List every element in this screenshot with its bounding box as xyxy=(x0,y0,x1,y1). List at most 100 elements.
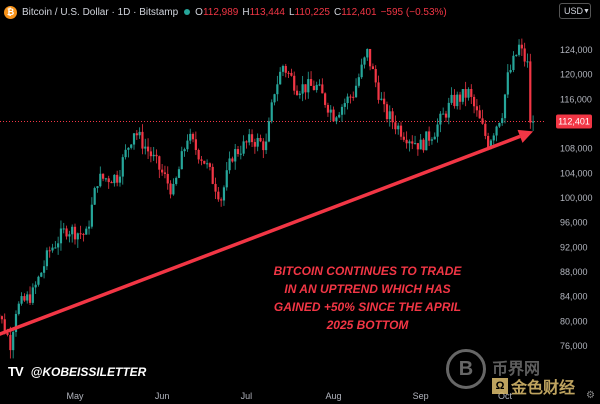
candle-body xyxy=(189,133,192,141)
candle-body xyxy=(65,228,68,237)
candle-body xyxy=(495,126,498,136)
candle-body xyxy=(177,169,181,178)
candle-body xyxy=(79,233,82,235)
candle-body xyxy=(205,163,209,165)
candle-body xyxy=(279,71,282,85)
candle-body xyxy=(340,106,344,115)
currency-selector[interactable]: USD ▼ xyxy=(559,3,591,19)
candle-body xyxy=(234,149,237,162)
candle-body xyxy=(191,133,195,140)
candle-body xyxy=(354,85,358,98)
candle-body xyxy=(290,72,293,76)
y-tick-label: 76,000 xyxy=(560,341,588,351)
candle-body xyxy=(85,228,88,235)
candle-body xyxy=(517,44,521,55)
candle-body xyxy=(326,104,330,113)
candle-body xyxy=(172,183,175,195)
watermark-logo-icon: Ω xyxy=(492,378,508,394)
candle-body xyxy=(422,139,425,151)
annotation-line-4: 2025 BOTTOM xyxy=(326,318,409,332)
candle-body xyxy=(321,84,324,94)
candle-body xyxy=(141,131,144,149)
candle-body xyxy=(430,139,434,141)
candle-body xyxy=(208,163,212,167)
candle-body xyxy=(383,98,386,105)
candle-body xyxy=(293,75,296,91)
candle-body xyxy=(309,79,313,86)
symbol-title[interactable]: Bitcoin / U.S. Dollar · 1D · Bitstamp xyxy=(22,6,179,18)
candle-body xyxy=(298,93,301,95)
candle-body xyxy=(444,113,448,118)
candle-body xyxy=(245,141,248,143)
chevron-down-icon: ▼ xyxy=(583,7,590,15)
candle-body xyxy=(397,125,400,130)
y-tick-label: 92,000 xyxy=(560,242,588,252)
candle-body xyxy=(211,166,214,184)
candle-body xyxy=(146,146,150,152)
candle-body xyxy=(144,146,147,149)
y-tick-label: 104,000 xyxy=(560,168,593,178)
candle-body xyxy=(312,85,315,91)
candle-body xyxy=(439,113,442,125)
candle-body xyxy=(416,143,419,150)
candle-body xyxy=(402,136,405,140)
candle-body xyxy=(90,204,93,227)
candle-body xyxy=(76,233,79,240)
candle-body xyxy=(307,79,310,93)
candle-body xyxy=(124,149,127,158)
candle-body xyxy=(37,276,40,285)
candle-body xyxy=(515,54,518,56)
candle-body xyxy=(20,296,23,304)
watermark-bottom-text: 金色财经 xyxy=(511,380,576,397)
candle-body xyxy=(158,156,161,170)
candle-body xyxy=(152,154,155,157)
candle-body xyxy=(26,294,29,301)
candle-body xyxy=(318,84,321,86)
candle-body xyxy=(17,303,20,314)
candle-body xyxy=(34,284,37,288)
candle-body xyxy=(214,183,217,192)
bitcoin-icon: ₿ xyxy=(4,5,17,19)
candle-body xyxy=(57,243,60,248)
candle-body xyxy=(498,123,501,127)
candle-body xyxy=(470,88,473,97)
candle-body xyxy=(512,55,515,71)
candle-body xyxy=(349,96,352,98)
gear-icon[interactable]: ⚙ xyxy=(586,390,595,401)
candle-body xyxy=(408,141,411,144)
candle-body xyxy=(329,109,332,113)
candle-body xyxy=(360,64,363,78)
close-label: C xyxy=(333,6,342,18)
candle-body xyxy=(197,149,200,160)
candle-body xyxy=(14,313,18,333)
candle-body xyxy=(363,57,366,65)
candle-body xyxy=(175,177,178,184)
candle-body xyxy=(130,144,133,148)
candle-body xyxy=(9,334,12,351)
last-price-tag xyxy=(556,114,592,129)
candle-body xyxy=(413,143,417,145)
candle-body xyxy=(54,247,57,249)
candle-body xyxy=(276,84,279,95)
watermark-coin-icon: B xyxy=(446,349,486,389)
candle-body xyxy=(228,158,231,171)
y-tick-label: 120,000 xyxy=(560,70,593,80)
candle-body xyxy=(425,131,428,151)
candle-body xyxy=(464,89,467,98)
candle-body xyxy=(96,186,99,189)
candle-body xyxy=(194,139,197,150)
x-tick-label: May xyxy=(66,391,84,401)
chart-header: ₿ Bitcoin / U.S. Dollar · 1D · Bitstamp … xyxy=(4,4,451,20)
candle-body xyxy=(478,110,481,119)
candle-body xyxy=(102,173,105,179)
candle-body xyxy=(352,96,355,98)
candle-body xyxy=(248,134,251,143)
candle-body xyxy=(107,178,110,183)
candle-body xyxy=(335,117,338,122)
candle-body xyxy=(127,147,130,150)
candle-body xyxy=(284,66,287,73)
candle-body xyxy=(419,139,422,150)
candle-body xyxy=(501,118,504,124)
candle-body xyxy=(450,94,453,103)
